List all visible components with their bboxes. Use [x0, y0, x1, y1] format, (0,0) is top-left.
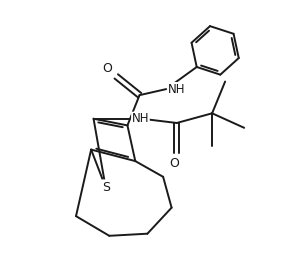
Text: NH: NH: [132, 112, 149, 125]
Text: S: S: [102, 181, 110, 194]
Text: O: O: [169, 157, 179, 170]
Text: NH: NH: [168, 82, 185, 96]
Text: O: O: [103, 62, 112, 75]
